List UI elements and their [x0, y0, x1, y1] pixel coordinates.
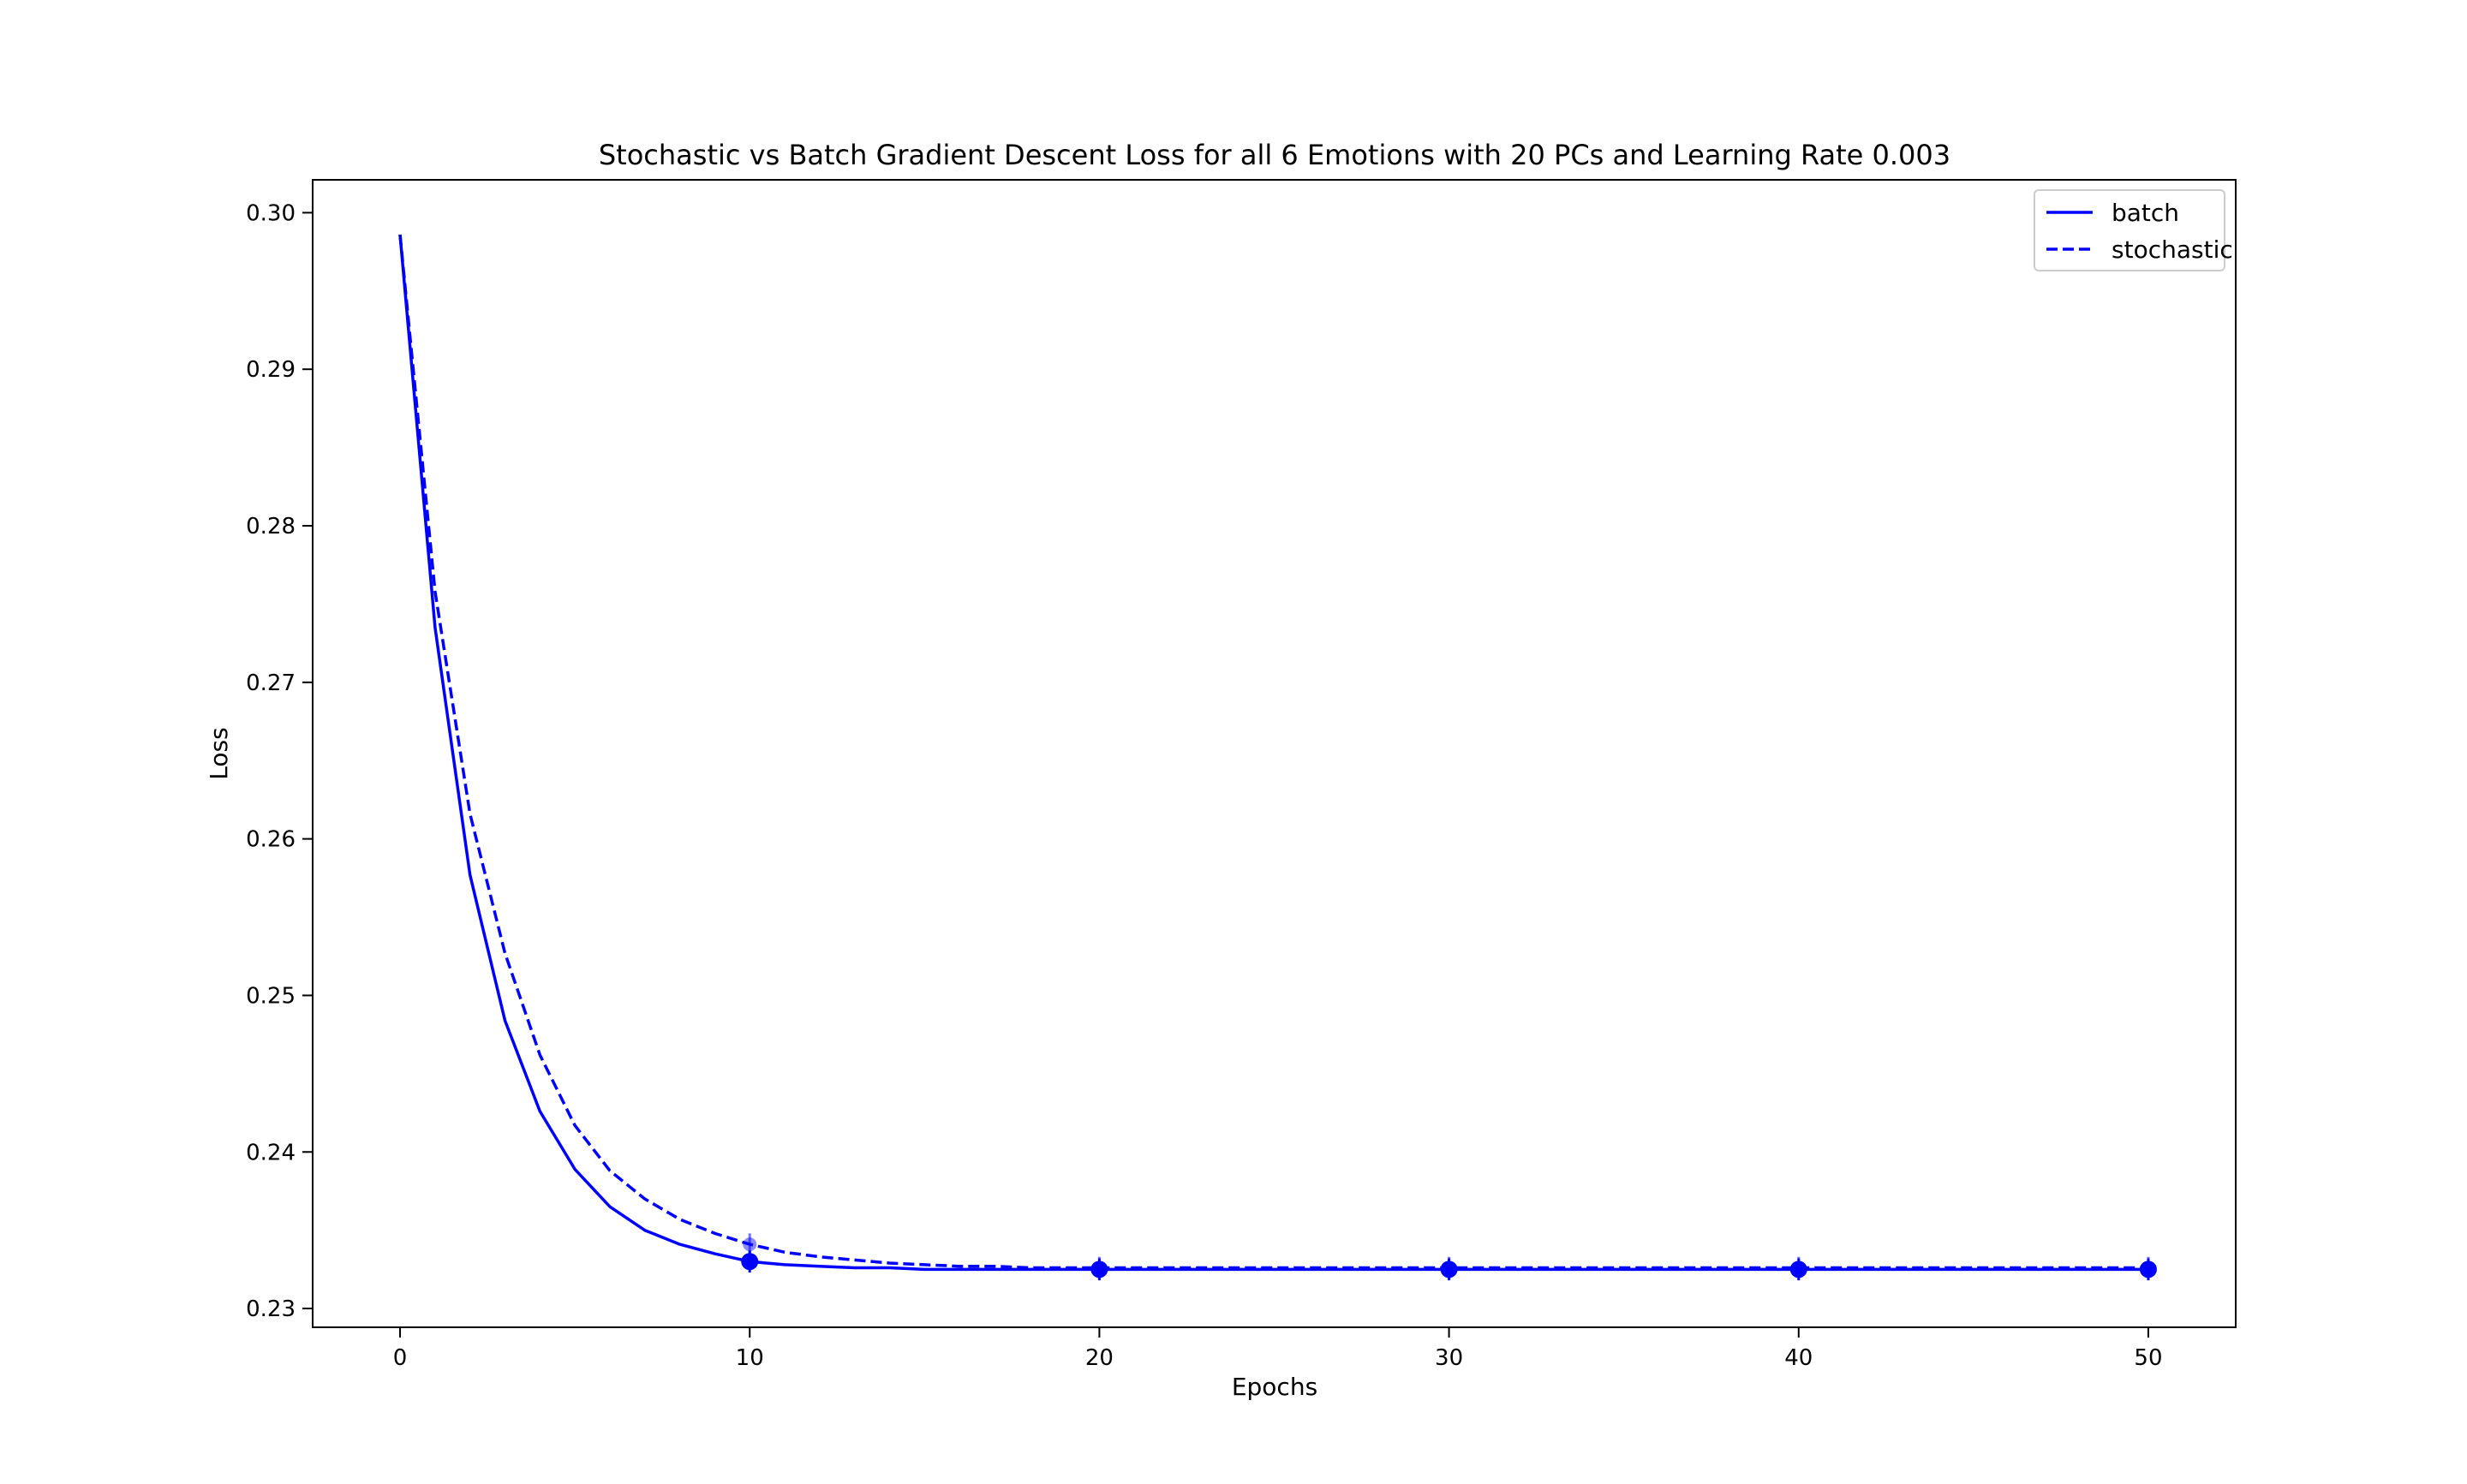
- x-tick-label: 0: [393, 1345, 408, 1371]
- marker-stochastic-20: [1092, 1261, 1107, 1275]
- y-tick-label: 0.28: [246, 514, 296, 539]
- y-axis: 0.23 0.24 0.25 0.26 0.27 0.28 0.29 0.30: [246, 200, 313, 1322]
- x-tick-label: 10: [736, 1345, 764, 1371]
- series-line-stochastic: [398, 234, 2148, 1270]
- legend-label-stochastic: stochastic: [2112, 235, 2233, 264]
- y-axis-label: Loss: [205, 727, 233, 779]
- y-tick-label: 0.26: [246, 827, 296, 853]
- x-tick-label: 50: [2134, 1345, 2162, 1371]
- y-tick-label: 0.27: [246, 670, 296, 696]
- chart-title: Stochastic vs Batch Gradient Descent Los…: [599, 139, 1950, 171]
- marker-stochastic-10: [743, 1237, 757, 1252]
- x-axis-label: Epochs: [1232, 1373, 1317, 1401]
- x-axis: 0 10 20 30 40 50: [393, 1327, 2163, 1371]
- marker-stochastic-30: [1442, 1261, 1456, 1275]
- y-tick-label: 0.23: [246, 1296, 296, 1322]
- y-tick-label: 0.25: [246, 983, 296, 1009]
- x-tick-label: 20: [1085, 1345, 1114, 1371]
- marker-stochastic-50: [2141, 1261, 2155, 1275]
- plot-frame: [312, 179, 2237, 1328]
- x-tick-label: 40: [1784, 1345, 1813, 1371]
- series-layer: [398, 234, 2157, 1281]
- y-tick-label: 0.24: [246, 1140, 296, 1165]
- y-tick-label: 0.30: [246, 200, 296, 226]
- series-line-batch: [398, 234, 2148, 1272]
- marker-batch-10: [741, 1253, 759, 1271]
- y-tick-label: 0.29: [246, 357, 296, 383]
- legend: batch stochastic: [2034, 189, 2233, 271]
- legend-label-batch: batch: [2112, 199, 2179, 227]
- x-tick-label: 30: [1435, 1345, 1463, 1371]
- marker-stochastic-40: [1791, 1261, 1806, 1275]
